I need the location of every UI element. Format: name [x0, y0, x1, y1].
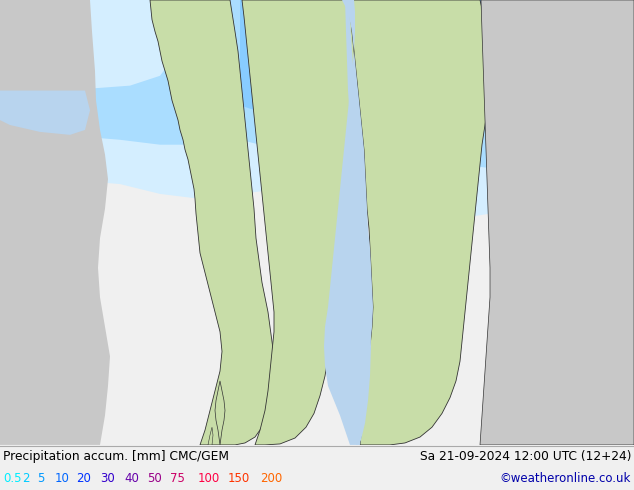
Text: 20: 20 — [76, 472, 91, 485]
Text: 200: 200 — [260, 472, 282, 485]
Polygon shape — [208, 427, 213, 445]
Polygon shape — [0, 0, 180, 89]
Text: Precipitation accum. [mm] CMC/GEM: Precipitation accum. [mm] CMC/GEM — [3, 450, 229, 463]
Polygon shape — [240, 0, 634, 125]
Polygon shape — [345, 0, 371, 445]
Text: 100: 100 — [198, 472, 220, 485]
Polygon shape — [150, 0, 275, 445]
Polygon shape — [0, 0, 110, 445]
Polygon shape — [0, 0, 634, 170]
Polygon shape — [242, 0, 362, 445]
Polygon shape — [348, 0, 490, 445]
Text: ©weatheronline.co.uk: ©weatheronline.co.uk — [500, 472, 631, 485]
Text: 150: 150 — [228, 472, 250, 485]
Text: 10: 10 — [55, 472, 70, 485]
Polygon shape — [560, 0, 634, 78]
Text: Sa 21-09-2024 12:00 UTC (12+24): Sa 21-09-2024 12:00 UTC (12+24) — [420, 450, 631, 463]
Text: 40: 40 — [124, 472, 139, 485]
Text: 30: 30 — [100, 472, 115, 485]
Text: 0.5: 0.5 — [3, 472, 22, 485]
Polygon shape — [324, 0, 373, 445]
Text: 5: 5 — [37, 472, 44, 485]
Text: 2: 2 — [22, 472, 30, 485]
Polygon shape — [0, 0, 634, 219]
Polygon shape — [440, 0, 634, 96]
Text: 75: 75 — [170, 472, 185, 485]
Polygon shape — [255, 0, 360, 66]
Text: 50: 50 — [147, 472, 162, 485]
Polygon shape — [480, 0, 634, 445]
Polygon shape — [215, 381, 225, 445]
Polygon shape — [0, 91, 90, 135]
